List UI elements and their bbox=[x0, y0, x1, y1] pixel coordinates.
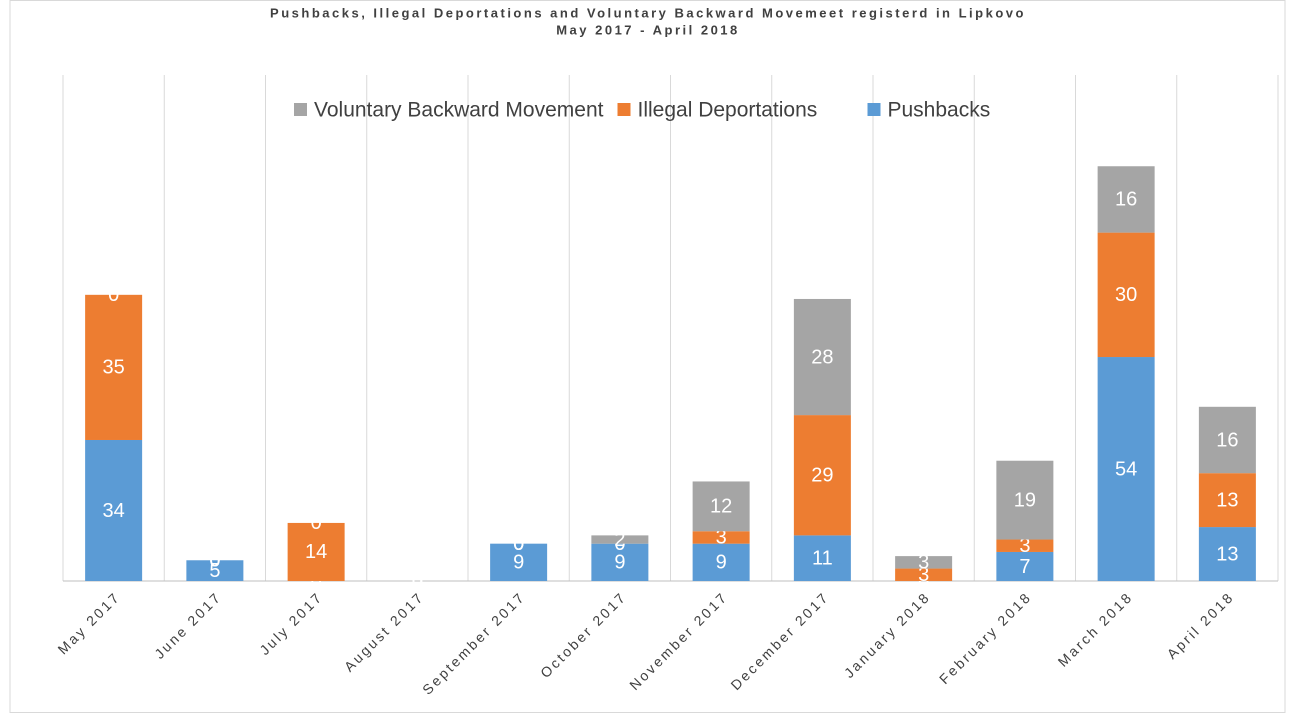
data-label: 7 bbox=[1019, 556, 1030, 578]
data-label: 28 bbox=[811, 346, 833, 368]
bar-segment bbox=[895, 568, 953, 581]
bar-segment bbox=[1198, 406, 1256, 474]
data-label: 0 bbox=[209, 550, 220, 572]
chart-title: Pushbacks, Illegal Deportations and Volu… bbox=[270, 5, 1026, 20]
chart-border bbox=[9, 0, 1286, 713]
bar-segment bbox=[1198, 473, 1256, 528]
data-label: 3 bbox=[918, 552, 929, 574]
bar-segment bbox=[1198, 527, 1256, 581]
data-label: 29 bbox=[811, 465, 833, 487]
bar-segment bbox=[490, 543, 548, 581]
bar-segment bbox=[895, 556, 953, 569]
data-label: 13 bbox=[1216, 489, 1238, 511]
legend-label: Pushbacks bbox=[888, 99, 991, 122]
legend-label: Voluntary Backward Movement bbox=[314, 99, 604, 122]
data-label: 9 bbox=[716, 552, 727, 574]
bar-segment bbox=[692, 531, 750, 544]
data-label: 13 bbox=[1216, 543, 1238, 565]
data-label: 0 bbox=[311, 512, 322, 534]
data-label: 5 bbox=[209, 560, 220, 582]
legend-label: Illegal Deportations bbox=[638, 99, 818, 122]
bar-segment bbox=[85, 439, 143, 581]
bar-segment bbox=[591, 543, 649, 581]
data-label: 0 bbox=[412, 570, 423, 592]
data-label: 0 bbox=[513, 533, 524, 555]
bar-segment bbox=[692, 481, 750, 532]
bar-segment bbox=[1097, 166, 1155, 233]
data-label: 0 bbox=[614, 533, 625, 555]
data-label: 34 bbox=[103, 500, 125, 522]
data-label: 0 bbox=[209, 550, 220, 572]
legend-swatch bbox=[294, 103, 307, 116]
data-label: 14 bbox=[305, 541, 327, 563]
bar-segment bbox=[996, 539, 1054, 552]
data-label: 11 bbox=[812, 547, 833, 569]
legend-swatch bbox=[617, 103, 631, 116]
bar-segment bbox=[1097, 357, 1155, 581]
bar-segment bbox=[287, 522, 345, 581]
chart-subtitle: May 2017 - April 2018 bbox=[556, 22, 740, 37]
bar-segment bbox=[793, 535, 851, 581]
bar-segment bbox=[692, 543, 750, 581]
bar-segment bbox=[591, 535, 649, 544]
data-label: 9 bbox=[614, 552, 625, 574]
data-label: 3 bbox=[1019, 535, 1030, 557]
bar-segment bbox=[793, 415, 851, 536]
data-label: 0 bbox=[108, 284, 119, 306]
data-label: 19 bbox=[1014, 489, 1036, 511]
bar-segment bbox=[996, 551, 1054, 581]
data-label: 16 bbox=[1115, 189, 1137, 211]
data-label: 9 bbox=[513, 552, 524, 574]
data-label: 2 bbox=[614, 529, 625, 551]
data-label: 3 bbox=[716, 527, 727, 549]
data-label: 3 bbox=[918, 564, 929, 586]
bar-segment bbox=[1097, 232, 1155, 358]
data-label: 0 bbox=[311, 570, 322, 592]
data-label: 54 bbox=[1115, 458, 1137, 480]
data-label: 0 bbox=[918, 570, 929, 592]
data-label: 0 bbox=[513, 533, 524, 555]
data-label: 35 bbox=[103, 357, 125, 379]
bar-segment bbox=[186, 560, 244, 581]
bar-segment bbox=[996, 460, 1054, 540]
bar-segment bbox=[793, 298, 851, 416]
data-label: 0 bbox=[412, 570, 423, 592]
data-label: 0 bbox=[412, 570, 423, 592]
data-label: 16 bbox=[1216, 429, 1238, 451]
data-label: 12 bbox=[710, 496, 732, 518]
data-label: 30 bbox=[1115, 284, 1137, 306]
legend-swatch bbox=[867, 103, 881, 116]
bar-segment bbox=[85, 294, 143, 440]
